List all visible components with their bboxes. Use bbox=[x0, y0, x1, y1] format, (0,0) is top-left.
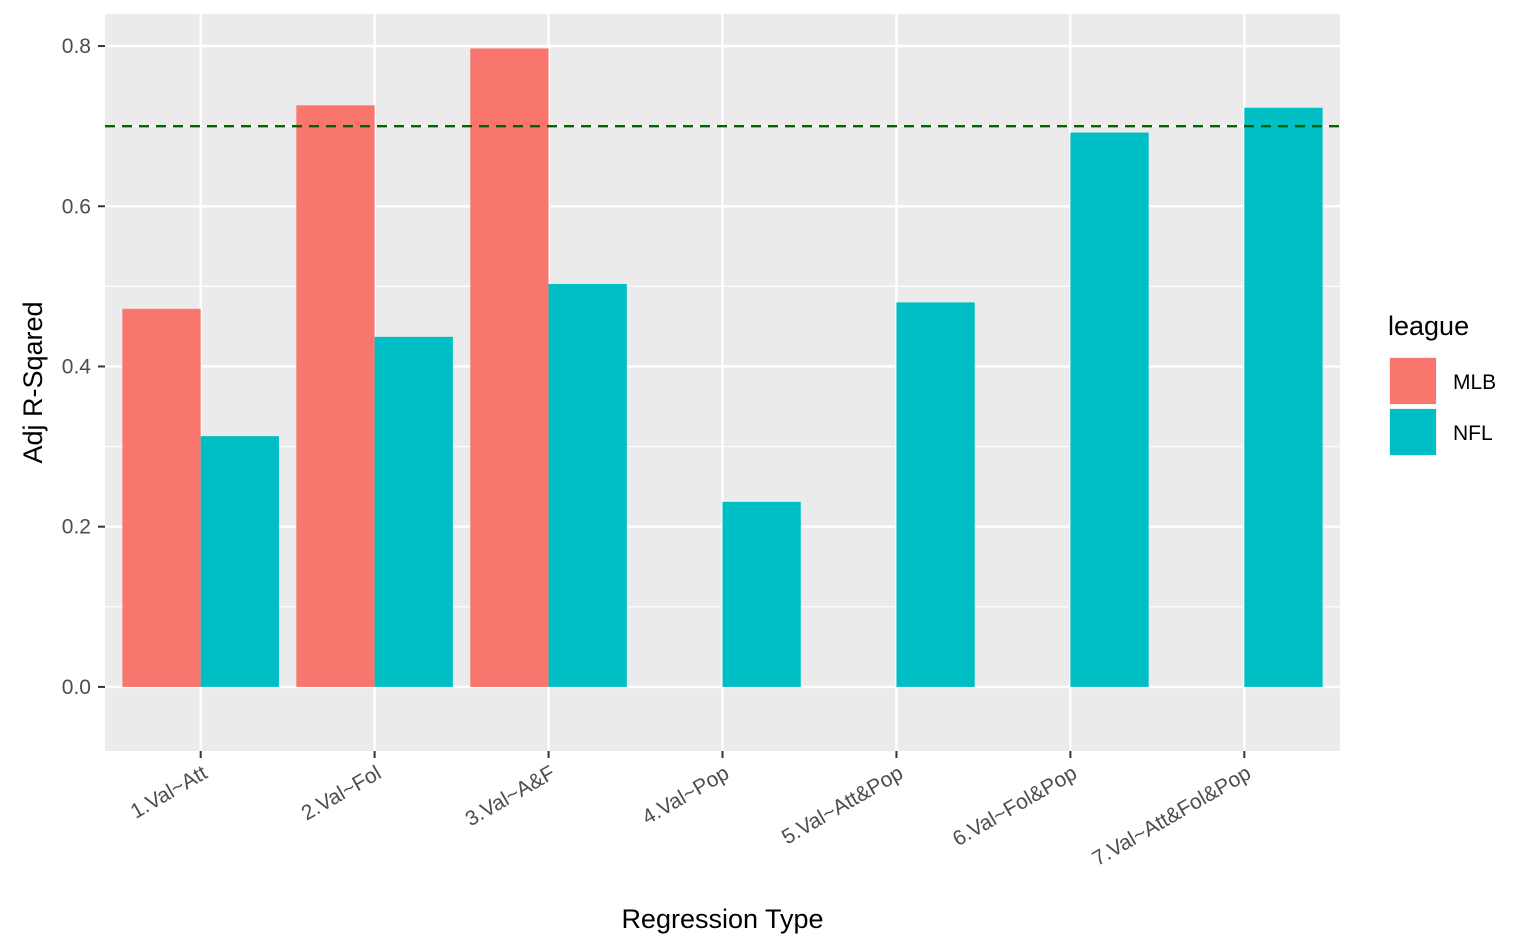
y-tick-label: 0.4 bbox=[62, 355, 92, 378]
bar-nfl-4 bbox=[722, 501, 801, 687]
bar-nfl-7 bbox=[1244, 107, 1323, 687]
bar-nfl-6 bbox=[1070, 132, 1149, 687]
y-tick-label: 0.2 bbox=[62, 516, 91, 539]
y-axis-ticks: 0.0 0.2 0.4 0.6 0.8 bbox=[62, 35, 105, 699]
y-tick-label: 0.0 bbox=[62, 676, 91, 699]
bar-nfl-3 bbox=[548, 283, 627, 687]
y-axis-title: Adj R-Sqared bbox=[18, 301, 48, 463]
legend: league MLB NFL bbox=[1388, 311, 1496, 456]
x-axis-title: Regression Type bbox=[621, 904, 823, 934]
legend-label-mlb: MLB bbox=[1453, 371, 1496, 394]
legend-key-mlb bbox=[1390, 358, 1436, 404]
y-tick-label: 0.6 bbox=[62, 195, 91, 218]
bar-nfl-5 bbox=[896, 302, 975, 687]
legend-label-nfl: NFL bbox=[1453, 422, 1493, 445]
legend-title: league bbox=[1388, 311, 1469, 341]
bars bbox=[122, 48, 1323, 687]
bar-nfl-2 bbox=[374, 336, 453, 687]
y-tick-label: 0.8 bbox=[62, 35, 91, 58]
bar-mlb-1 bbox=[122, 308, 201, 687]
bar-mlb-2 bbox=[296, 105, 375, 687]
legend-key-nfl bbox=[1390, 409, 1436, 455]
bar-nfl-1 bbox=[200, 436, 279, 687]
bar-mlb-3 bbox=[470, 48, 549, 687]
